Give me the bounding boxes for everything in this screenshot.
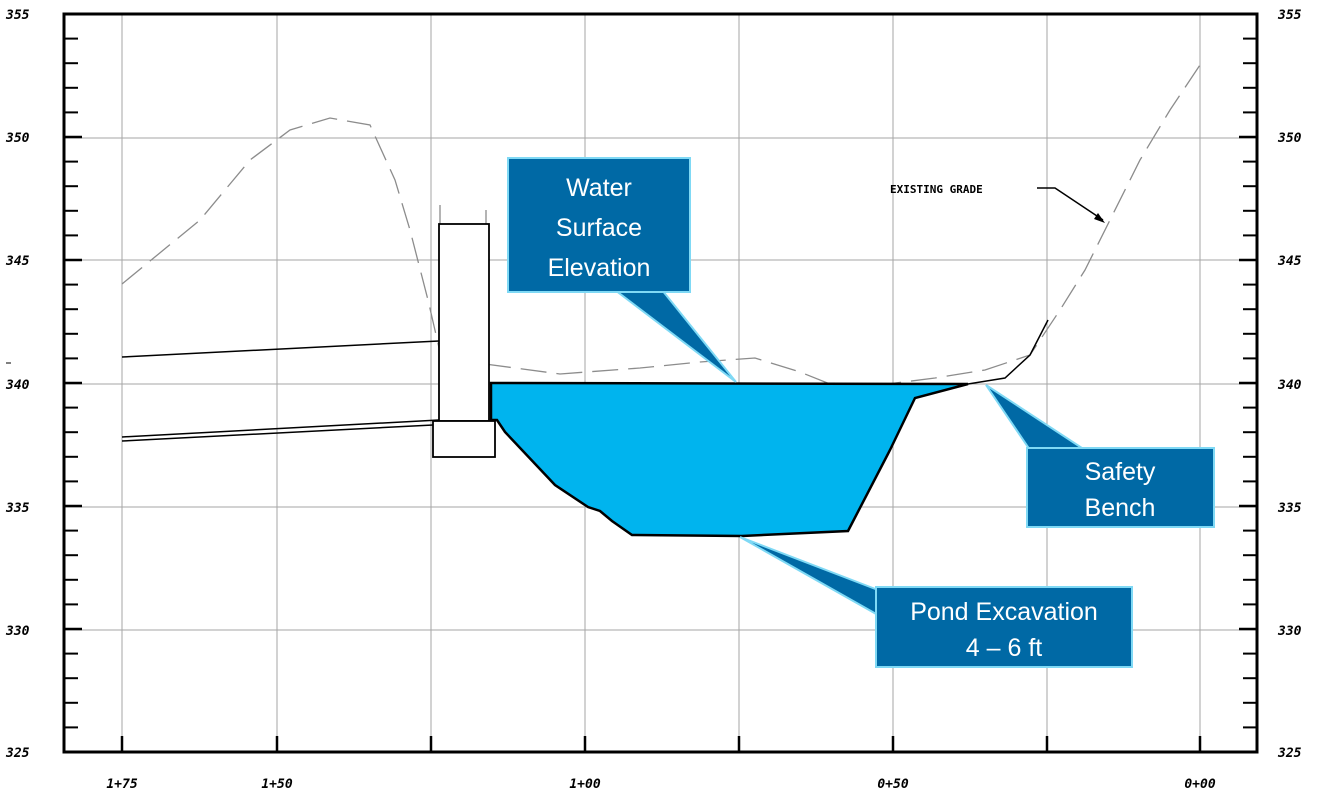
- upper-pipe: [121, 340, 440, 358]
- callout-text: 4 – 6 ft: [966, 634, 1042, 662]
- elevation-tick-label: 345: [5, 254, 30, 269]
- pipes: [121, 340, 440, 442]
- callout-text: Bench: [1085, 494, 1156, 522]
- callout-text: Safety: [1085, 458, 1156, 486]
- existing-grade-right: [484, 64, 1201, 386]
- callout-text: Water: [566, 174, 632, 202]
- callout-text: Pond Excavation: [910, 598, 1098, 626]
- axis-ticks: [64, 37, 1257, 752]
- elevation-tick-label: 345: [1277, 254, 1302, 269]
- elevation-tick-label: 355: [1277, 8, 1302, 23]
- callout-box: [507, 157, 691, 293]
- finished-grade-right: [967, 319, 1049, 385]
- station-tick-label: 1+00: [569, 777, 600, 792]
- callout-pointer: [985, 384, 1089, 451]
- lower-pipe-bottom: [121, 424, 434, 442]
- elevation-labels-left: 355 350 345 340 335 330 325: [5, 8, 30, 761]
- elevation-tick-label: 325: [1277, 746, 1302, 761]
- elevation-tick-label: 355: [5, 8, 30, 23]
- callout-pointer: [739, 536, 879, 617]
- station-tick-label: 0+50: [877, 777, 908, 792]
- existing-grade-leader: [1037, 187, 1104, 221]
- pond-water: [489, 381, 969, 538]
- elevation-tick-label: 330: [5, 624, 30, 639]
- riser: [438, 223, 490, 422]
- station-tick-label: 1+75: [106, 777, 137, 792]
- elevation-tick-label: 330: [1277, 624, 1302, 639]
- existing-grade-left: [121, 117, 459, 356]
- outlet-structure: [432, 223, 496, 458]
- existing-grade-label: EXISTING GRADE: [890, 183, 983, 196]
- elevation-tick-label: 340: [1277, 378, 1302, 393]
- callout-pond-excavation: Pond Excavation 4 – 6 ft: [739, 536, 1133, 668]
- callout-text: Surface: [556, 214, 642, 242]
- elevation-tick-label: 325: [5, 746, 30, 761]
- callout-text: Elevation: [548, 254, 651, 282]
- station-tick-label: 1+50: [261, 777, 292, 792]
- elevation-tick-label: 335: [5, 501, 30, 516]
- elevation-labels-right: 355 350 345 340 335 330 325: [1277, 8, 1302, 761]
- station-tick-label: 0+00: [1184, 777, 1215, 792]
- elevation-tick-label: 335: [1277, 501, 1302, 516]
- callout-safety-bench: Safety Bench: [985, 384, 1215, 528]
- elevation-tick-label: 350: [5, 131, 30, 146]
- callout-box: [875, 586, 1133, 668]
- elevation-tick-label: 340: [5, 378, 30, 393]
- callout-box: [1026, 447, 1215, 528]
- elevation-tick-label: 350: [1277, 131, 1302, 146]
- callout-water-surface: Water Surface Elevation: [507, 157, 737, 383]
- station-labels: 1+75 1+50 1+00 0+50 0+00: [106, 777, 1215, 792]
- footing: [432, 420, 496, 458]
- existing-grade-arrowhead: [1094, 213, 1105, 223]
- lower-pipe-top: [121, 419, 440, 438]
